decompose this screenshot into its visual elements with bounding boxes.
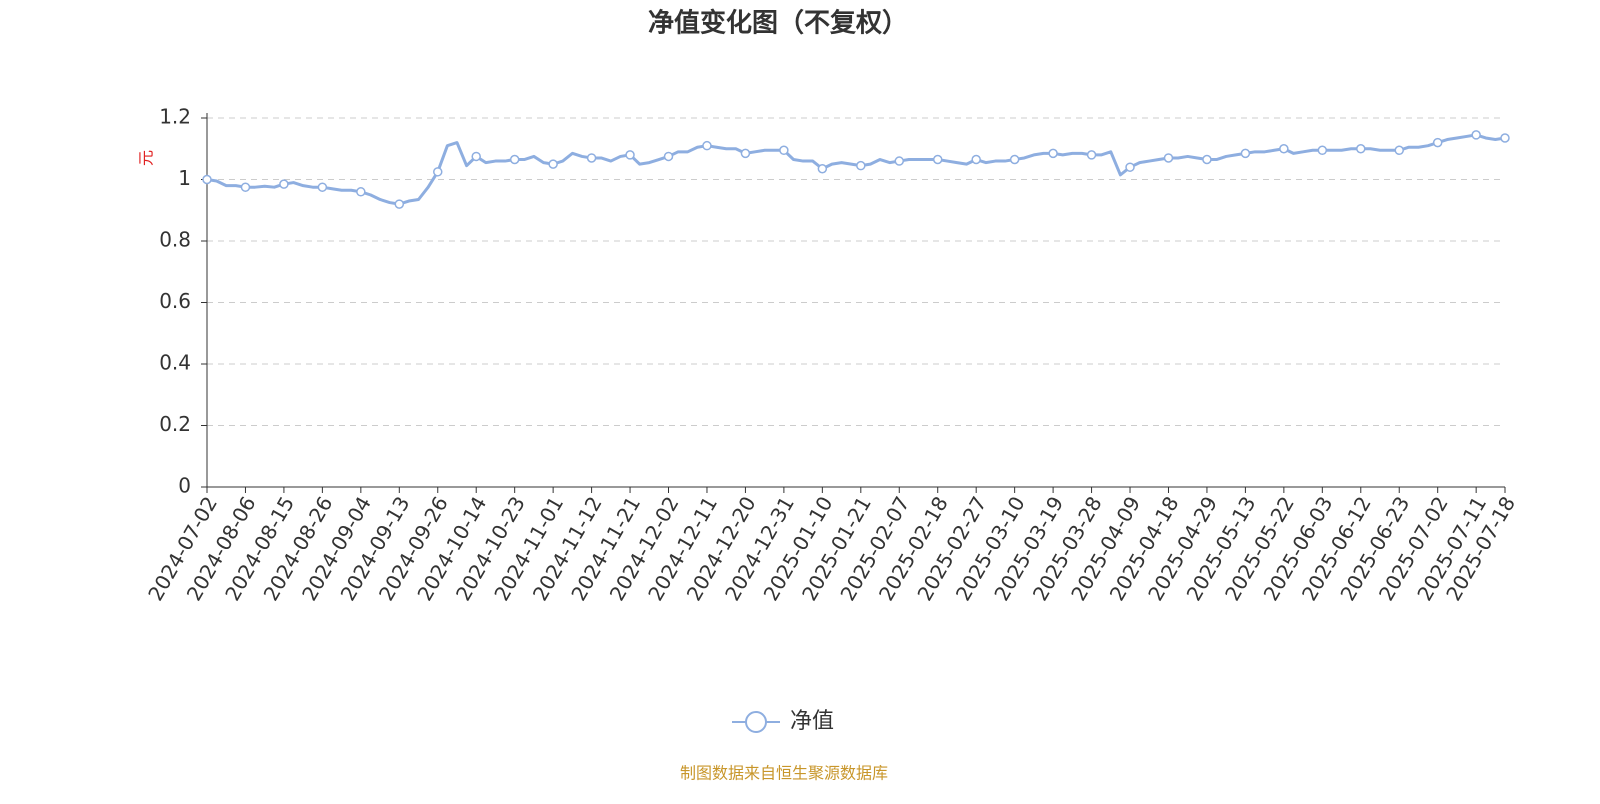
y-tick-label: 0.8 [159,228,191,252]
y-tick-label: 0.2 [159,412,191,436]
point-marker [509,154,520,165]
point-marker [240,182,251,192]
point-marker [817,163,828,174]
point-marker [1317,145,1328,156]
point-marker [1500,133,1510,143]
y-tick-label: 0 [178,474,191,498]
point-marker [548,159,558,169]
point-marker [740,148,751,159]
point-marker [663,151,674,162]
y-tick-label: 1 [178,166,191,190]
point-marker [1471,130,1481,140]
point-marker [1356,144,1366,154]
legend-symbol [745,711,767,733]
point-marker [1394,145,1404,156]
point-marker [1279,144,1289,154]
point-marker [894,156,905,166]
y-tick-label: 0.6 [159,289,191,313]
point-marker [932,154,943,165]
chart-title: 净值变化图（不复权） [648,8,908,39]
point-marker [856,160,866,171]
point-marker [586,153,597,163]
y-axis-label: 元 [137,150,156,166]
y-tick-label: 1.2 [159,105,191,129]
point-marker [625,150,635,160]
legend-label[interactable]: 净值 [790,709,834,734]
point-marker [1432,137,1443,148]
point-marker [779,145,789,156]
point-marker [317,182,328,192]
point-marker [1009,154,1020,165]
point-marker [279,179,289,189]
point-marker [433,167,443,177]
y-tick-label: 0.4 [159,351,191,375]
point-marker [1240,148,1251,159]
source-note: 制图数据来自恒生聚源数据库 [680,764,888,783]
point-marker [1202,154,1212,165]
point-marker [971,154,981,165]
point-marker [1125,162,1135,172]
point-marker [202,174,212,185]
point-marker [1086,150,1097,160]
point-marker [1048,148,1058,159]
series-line [206,133,1506,206]
point-marker [702,140,712,151]
point-marker [471,151,481,162]
point-marker [394,199,405,209]
point-marker [356,187,366,197]
point-marker [1163,153,1174,163]
